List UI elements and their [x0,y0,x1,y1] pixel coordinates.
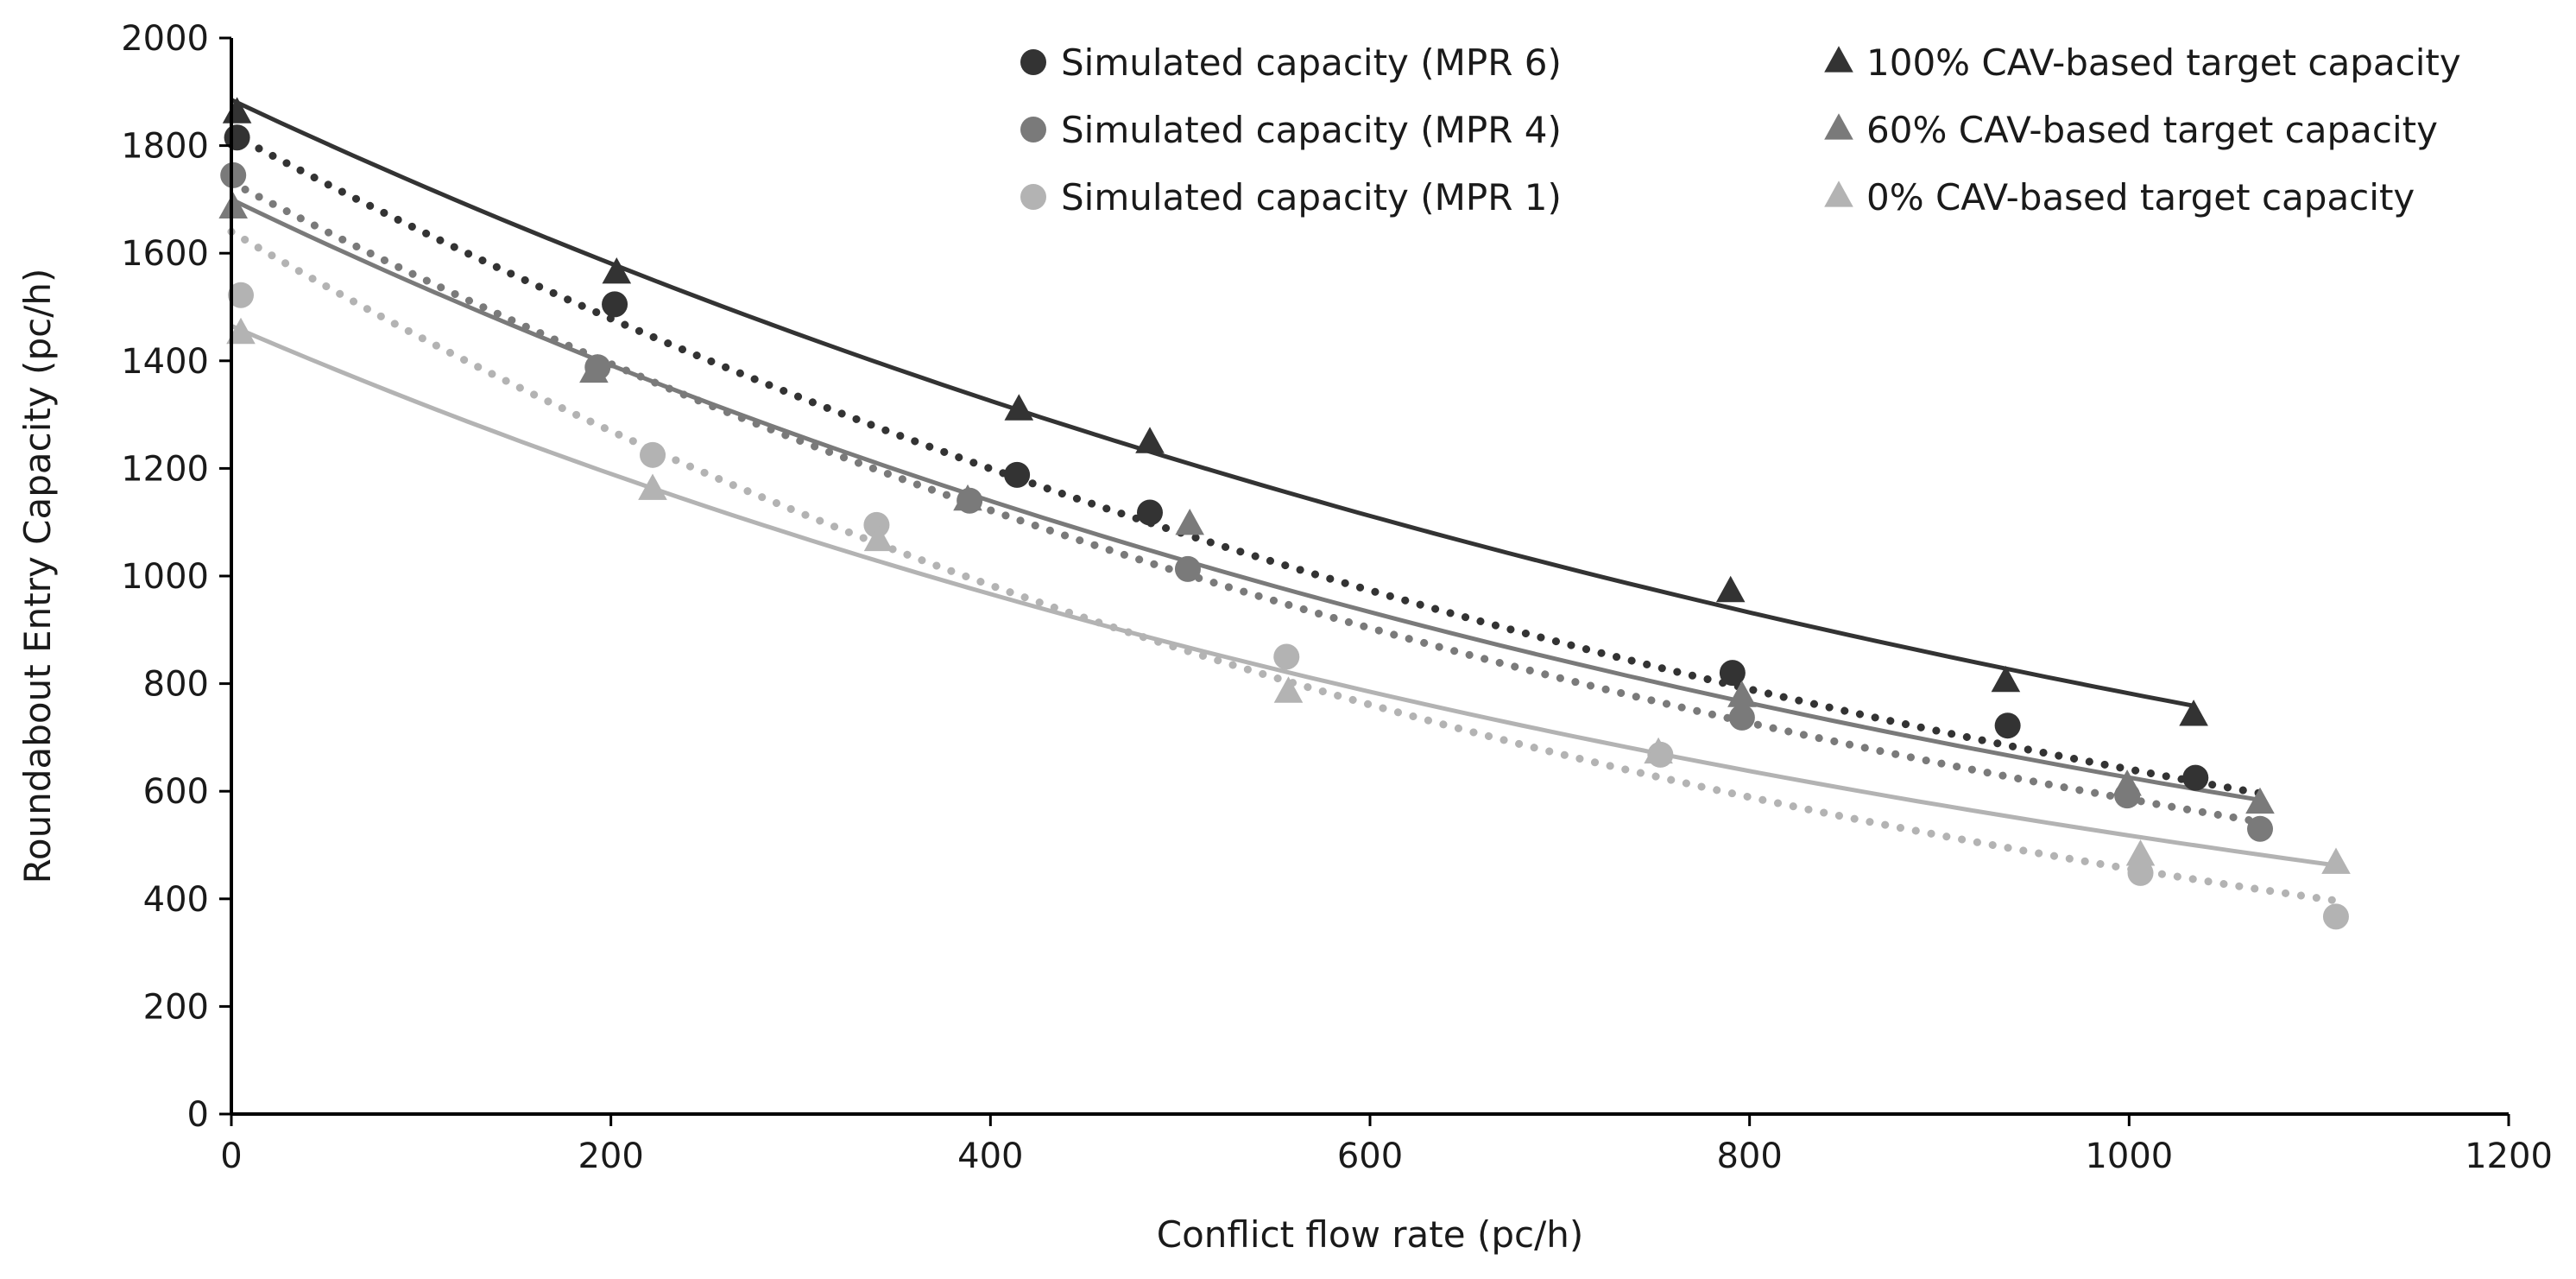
y-tick-label-200: 200 [143,987,209,1027]
y-tick-label-1800: 1800 [121,127,209,167]
point-series-3-3 [1135,427,1165,453]
legend-marker-2 [1020,184,1046,210]
point-series-3-4 [1715,575,1746,603]
trendline-series-4 [230,197,2263,803]
point-series-5-0 [226,317,256,345]
point-series-2-6 [2322,903,2349,930]
ticks: 0 200 400 600 800 1000 1200 0 200 400 600 800 1000 12… [121,19,2553,1176]
legend: Simulated capacity (MPR 6) Simulated capa… [1020,41,2461,218]
point-series-0-4 [1719,660,1746,687]
x-tick-label-400: 400 [957,1137,1023,1176]
y-tick-label-400: 400 [143,880,209,920]
point-series-3-1 [602,257,632,284]
y-tick-label-800: 800 [143,665,209,705]
point-series-5-5 [2125,839,2156,866]
point-series-5-2 [863,524,893,552]
y-tick-label-1200: 1200 [121,449,209,489]
trendline-series-3 [230,98,2194,708]
y-tick-label-600: 600 [143,772,209,812]
y-tick-label-1600: 1600 [121,234,209,274]
trendline-series-5 [230,324,2339,868]
point-series-5-3 [1273,676,1304,703]
legend-marker-5 [1824,180,1853,207]
y-tick-label-1000: 1000 [121,557,209,597]
y-tick-label-0: 0 [187,1095,209,1135]
point-series-1-0 [220,161,247,188]
legend-label-1: Simulated capacity (MPR 4) [1061,109,1562,151]
point-series-4-1 [579,356,609,383]
y-axis-title: Roundabout Entry Capacity (pc/h) [16,269,59,884]
legend-label-5: 0% CAV-based target capacity [1866,176,2415,218]
point-series-4-3 [1175,509,1204,535]
point-series-3-2 [1004,394,1034,421]
point-series-3-5 [1991,665,2021,693]
legend-item-0: Simulated capacity (MPR 6) [1020,41,1562,84]
legend-label-4: 60% CAV-based target capacity [1866,109,2438,151]
point-series-0-2 [1004,461,1031,488]
trendline-series-1 [227,178,2266,826]
point-series-4-0 [218,192,248,218]
point-series-2-5 [2127,859,2154,886]
point-series-5-6 [2321,847,2351,874]
y-tick-label-2000: 2000 [121,19,209,59]
point-series-2-0 [227,282,254,308]
x-tick-label-800: 800 [1716,1137,1782,1176]
legend-marker-1 [1020,117,1046,142]
legend-marker-4 [1824,113,1853,140]
legend-marker-0 [1020,49,1046,75]
legend-item-5: 0% CAV-based target capacity [1824,176,2415,218]
point-series-0-1 [602,291,628,318]
legend-item-1: Simulated capacity (MPR 4) [1020,109,1562,151]
legend-label-2: Simulated capacity (MPR 1) [1061,176,1562,218]
x-tick-label-0: 0 [220,1137,242,1176]
point-series-0-3 [1136,499,1163,526]
point-series-5-1 [638,473,667,500]
x-tick-label-1000: 1000 [2085,1137,2173,1176]
legend-item-3: 100% CAV-based target capacity [1824,41,2461,84]
point-series-5-4 [1644,737,1673,764]
point-series-4-2 [953,484,982,511]
legend-label-3: 100% CAV-based target capacity [1866,41,2461,84]
point-series-2-3 [1273,643,1300,670]
legend-item-4: 60% CAV-based target capacity [1824,109,2438,151]
point-series-4-4 [1727,681,1757,707]
x-tick-label-1200: 1200 [2465,1137,2553,1176]
point-series-1-4 [1728,704,1755,731]
point-series-3-6 [2179,700,2208,726]
legend-label-0: Simulated capacity (MPR 6) [1061,41,1562,84]
trendline-series-0 [227,130,2266,798]
legend-item-2: Simulated capacity (MPR 1) [1020,176,1562,218]
point-series-4-5 [2112,769,2142,796]
x-tick-label-600: 600 [1337,1137,1403,1176]
y-tick-label-1400: 1400 [121,342,209,382]
trendlines [227,98,2342,905]
point-series-3-0 [222,97,252,123]
point-series-0-5 [1994,712,2021,739]
legend-marker-3 [1824,46,1853,73]
x-axis-title: Conflict flow rate (pc/h) [1157,1213,1583,1256]
point-series-2-2 [863,511,890,538]
point-series-1-6 [2247,815,2274,842]
x-tick-label-200: 200 [578,1137,643,1176]
point-series-1-3 [1174,555,1201,582]
data-points [218,97,2351,930]
point-series-2-1 [640,441,666,468]
point-series-0-6 [2182,764,2209,791]
point-series-4-6 [2245,787,2275,814]
